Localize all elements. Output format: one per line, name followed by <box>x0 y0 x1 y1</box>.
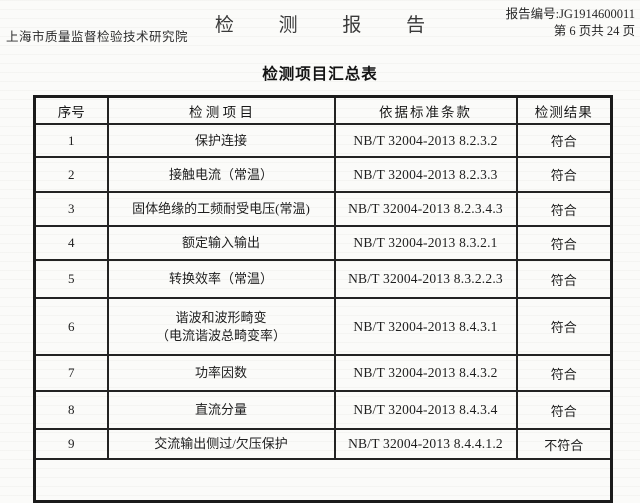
standard-clause-cell: NB/T 32004-2013 8.2.3.4.3 <box>333 191 518 227</box>
continuation-cell <box>33 458 613 502</box>
scanned-report-page: 上海市质量监督检验技术研究院 检 测 报 告 报告编号:JG1914600011… <box>6 6 635 503</box>
standard-clause-cell: NB/T 32004-2013 8.2.3.3 <box>333 156 518 193</box>
standard-clause-cell: NB/T 32004-2013 8.4.3.4 <box>333 390 518 430</box>
table-row: 9 交流输出侧过/欠压保护 NB/T 32004-2013 8.4.4.1.2 … <box>33 428 613 460</box>
item-name-cell: 保护连接 <box>106 123 336 158</box>
summary-table: 序号 检 测 项 目 依据标准条款 检测结果 1 保护连接 NB/T 32004… <box>33 95 613 503</box>
result-cell: 符合 <box>515 354 613 392</box>
standard-clause-cell: NB/T 32004-2013 8.2.3.2 <box>333 123 518 158</box>
item-name-cell: 固体绝缘的工频耐受电压(常温) <box>106 191 336 227</box>
col-header-standard: 依据标准条款 <box>333 95 518 125</box>
standard-clause-cell: NB/T 32004-2013 8.4.4.1.2 <box>333 428 518 460</box>
item-name-cell: 功率因数 <box>106 354 336 392</box>
item-name-cell: 额定输入输出 <box>106 225 336 261</box>
row-index-cell: 2 <box>33 156 109 193</box>
page-number: 第 6 页共 24 页 <box>553 24 635 38</box>
col-header-item: 检 测 项 目 <box>106 95 336 125</box>
report-title: 检 测 报 告 <box>214 15 446 36</box>
table-row: 4 额定输入输出 NB/T 32004-2013 8.3.2.1 符合 <box>33 225 613 261</box>
col-header-result: 检测结果 <box>515 95 613 125</box>
standard-clause-cell: NB/T 32004-2013 8.3.2.1 <box>333 225 518 261</box>
result-cell: 符合 <box>515 191 613 227</box>
continuation-row-partial <box>33 458 613 502</box>
table-row: 8 直流分量 NB/T 32004-2013 8.4.3.4 符合 <box>33 390 613 430</box>
item-name-cell: 直流分量 <box>106 390 336 430</box>
report-number: 报告编号:JG1914600011 <box>505 7 635 21</box>
row-index-cell: 9 <box>33 428 109 460</box>
row-index-cell: 8 <box>33 390 109 430</box>
institution-name: 上海市质量监督检验技术研究院 <box>6 30 189 44</box>
row-index-cell: 3 <box>33 191 109 227</box>
result-cell: 符合 <box>515 259 613 299</box>
table-header-row: 序号 检 测 项 目 依据标准条款 检测结果 <box>33 95 613 125</box>
table-row: 6 谐波和波形畸变 （电流谐波总畸变率） NB/T 32004-2013 8.4.… <box>33 297 613 356</box>
item-name-cell: 交流输出侧过/欠压保护 <box>106 428 336 460</box>
row-index-cell: 4 <box>33 225 109 261</box>
table-title: 检测项目汇总表 <box>262 66 378 83</box>
table-row: 5 转换效率（常温） NB/T 32004-2013 8.3.2.2.3 符合 <box>33 259 613 299</box>
col-header-index: 序号 <box>33 95 109 125</box>
row-index-cell: 7 <box>33 354 109 392</box>
table-row: 7 功率因数 NB/T 32004-2013 8.4.3.2 符合 <box>33 354 613 392</box>
table-row: 1 保护连接 NB/T 32004-2013 8.2.3.2 符合 <box>33 123 613 158</box>
table-row: 3 固体绝缘的工频耐受电压(常温) NB/T 32004-2013 8.2.3.… <box>33 191 613 227</box>
standard-clause-cell: NB/T 32004-2013 8.4.3.1 <box>333 297 518 356</box>
result-cell: 符合 <box>515 297 613 356</box>
item-name-cell: 转换效率（常温） <box>106 259 336 299</box>
item-name-cell: 接触电流（常温） <box>106 156 336 193</box>
row-index-cell: 5 <box>33 259 109 299</box>
result-cell: 符合 <box>515 156 613 193</box>
row-index-cell: 6 <box>33 297 109 356</box>
table-row: 2 接触电流（常温） NB/T 32004-2013 8.2.3.3 符合 <box>33 156 613 193</box>
result-cell: 符合 <box>515 225 613 261</box>
result-cell: 符合 <box>515 390 613 430</box>
row-index-cell: 1 <box>33 123 109 158</box>
item-name-cell: 谐波和波形畸变 （电流谐波总畸变率） <box>106 297 336 356</box>
standard-clause-cell: NB/T 32004-2013 8.4.3.2 <box>333 354 518 392</box>
result-cell: 不符合 <box>515 428 613 460</box>
result-cell: 符合 <box>515 123 613 158</box>
report-meta: 报告编号:JG1914600011 第 6 页共 24 页 <box>506 6 635 40</box>
standard-clause-cell: NB/T 32004-2013 8.3.2.2.3 <box>333 259 518 299</box>
